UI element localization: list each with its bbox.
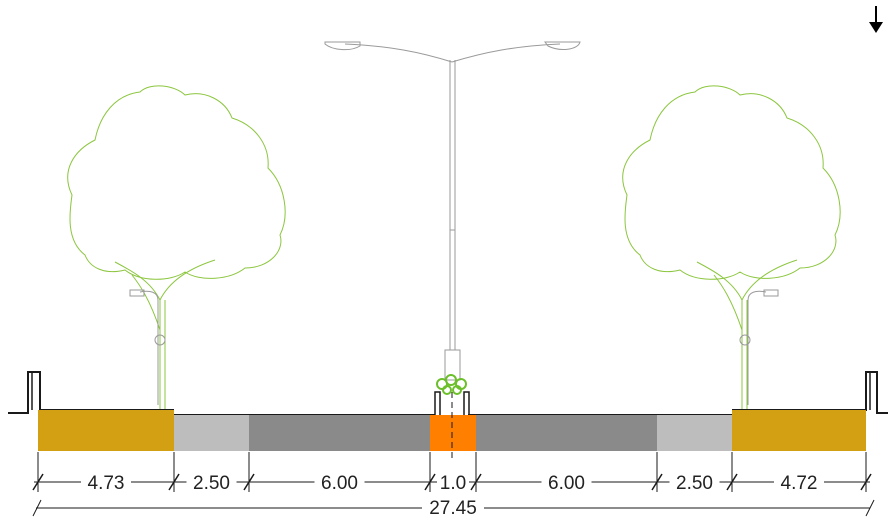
segment-bike-lane-left	[174, 415, 249, 451]
dimension-tick	[424, 473, 436, 491]
dimension-labels: 4.73 2.50 6.00 1.0 6.00 2.50 4.72	[81, 472, 824, 494]
dimension-label-roadway-left: 6.00	[321, 473, 358, 494]
street-lamp-center	[324, 41, 581, 381]
dimension-tick	[860, 473, 872, 491]
dimension-label-background	[314, 472, 365, 492]
segment-bike-lane-right	[657, 415, 732, 451]
dimension-label-background	[437, 472, 469, 492]
tree-right	[622, 85, 841, 410]
small-lamp-right	[739, 289, 779, 405]
dimension-label-background	[81, 472, 131, 492]
segment-sidewalk-right	[732, 410, 866, 451]
dimension-label-bike-lane-right: 2.50	[676, 473, 713, 494]
down-arrow-icon	[869, 6, 883, 33]
median-shrub	[436, 374, 467, 395]
dimension-tick	[168, 473, 180, 491]
dimension-tick	[470, 473, 482, 491]
dimension-label-sidewalk-right: 4.72	[781, 473, 818, 494]
dimension-label-bike-lane-left: 2.50	[193, 473, 230, 494]
dimension-label-roadway-right: 6.00	[548, 473, 585, 494]
dimension-label-background	[186, 472, 237, 492]
dimension-tick	[32, 473, 44, 491]
tree-left	[67, 85, 286, 410]
dimension-label-median: 1.0	[440, 473, 466, 494]
segment-roadway-left	[249, 415, 430, 451]
section-segments	[38, 410, 866, 451]
total-label-background	[422, 498, 484, 518]
dimension-label-sidewalk-left: 4.73	[88, 473, 125, 494]
dimension-label-background	[541, 472, 592, 492]
total-width-label: 27.45	[429, 498, 477, 519]
segment-sidewalk-left	[38, 410, 174, 451]
dimension-label-background	[669, 472, 720, 492]
dimension-tick	[726, 473, 738, 491]
dimension-label-background	[774, 472, 824, 492]
curb-posts	[31, 373, 871, 415]
dimension-tick	[651, 473, 663, 491]
dimension-tick	[243, 473, 255, 491]
segment-median	[430, 415, 476, 451]
small-lamp-left	[129, 289, 166, 405]
segment-roadway-right	[476, 415, 657, 451]
